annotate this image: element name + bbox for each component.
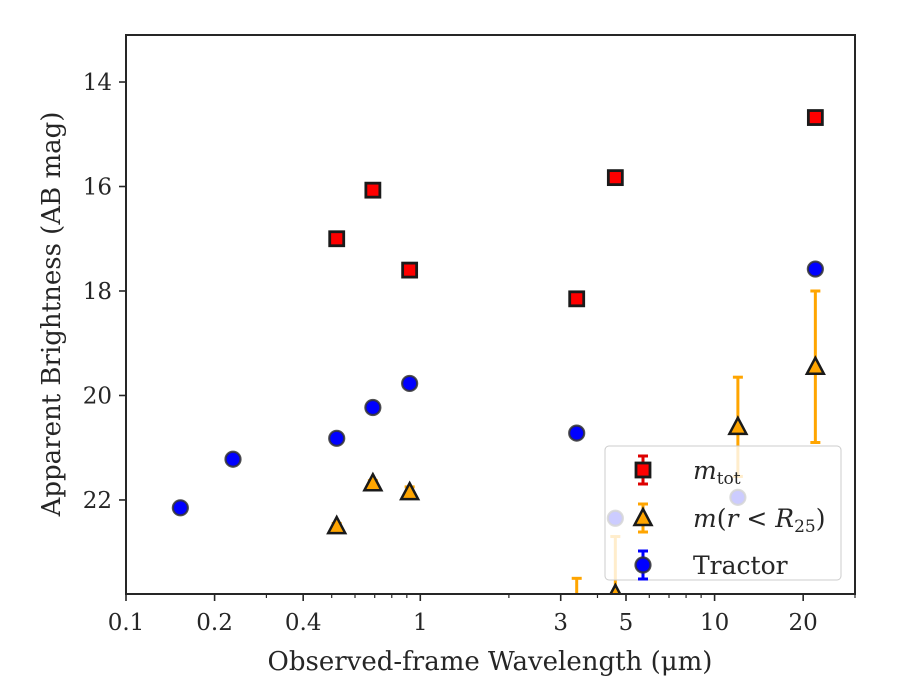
plot-marks	[171, 109, 826, 594]
m-tot-series	[328, 109, 824, 308]
legend-box	[604, 445, 842, 581]
tractor-point	[806, 260, 824, 278]
x-tick-label: 3	[553, 610, 568, 636]
m-tot-point	[401, 261, 419, 279]
m-r25-point	[727, 415, 749, 436]
tractor-legend-handle	[634, 556, 652, 574]
y-tick-label: 20	[83, 383, 112, 409]
m-tot-point	[606, 169, 624, 187]
m-tot-legend-handle	[634, 461, 652, 479]
legend-label-tractor: Tractor	[693, 551, 788, 580]
m-tot-point	[806, 109, 824, 126]
tractor-point	[401, 374, 419, 393]
y-axis: 14 16 18 20 22	[83, 70, 126, 514]
tractor-point	[364, 398, 382, 417]
m-r25-point	[362, 471, 384, 492]
m-tot-point	[568, 290, 586, 308]
legend-label-m-tot: mtot	[693, 456, 741, 489]
tractor-point	[568, 424, 586, 442]
m-r25-point	[326, 514, 348, 535]
tractor-point	[328, 429, 346, 447]
legend-label-m-r25: m(r < R25)	[693, 504, 826, 537]
x-tick-label: 10	[700, 610, 729, 636]
tractor-point	[224, 450, 242, 468]
y-axis-label: Apparent Brightness (AB mag)	[37, 112, 67, 518]
x-tick-label: 0.4	[285, 610, 322, 636]
plot-frame	[125, 34, 856, 595]
x-axis-label: Observed-frame Wavelength (μm)	[268, 647, 713, 677]
x-tick-label: 1	[413, 610, 428, 636]
x-tick-label: 20	[789, 610, 818, 636]
m-tot-point	[328, 230, 346, 248]
x-tick-label: 0.1	[108, 610, 145, 636]
x-axis: 0.1 0.2 0.4 1 3 5 10 20	[108, 594, 856, 636]
m-r25-point	[804, 355, 826, 375]
legend: mtot m(r < R25) Tractor	[604, 445, 842, 581]
y-tick-label: 16	[83, 175, 112, 201]
y-tick-label: 22	[83, 488, 112, 514]
m-tot-point	[364, 181, 382, 199]
y-tick-label: 14	[83, 70, 112, 96]
m-r25-legend-handle	[632, 506, 654, 527]
x-tick-label: 0.2	[196, 610, 233, 636]
tractor-point	[171, 499, 189, 517]
x-tick-label: 5	[619, 610, 634, 636]
m-r25-point	[576, 592, 578, 594]
m-r25-point	[399, 480, 421, 501]
y-tick-label: 18	[83, 279, 112, 305]
